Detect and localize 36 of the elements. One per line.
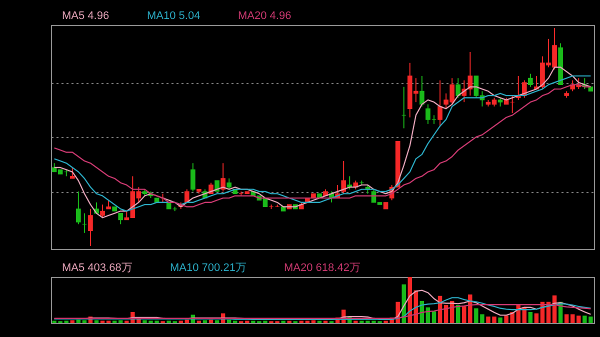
candlestick — [220, 162, 226, 192]
text: MA5 403.68万 — [62, 262, 132, 274]
bar — [570, 314, 575, 323]
candlestick — [100, 204, 105, 218]
text: MA5 4.96 — [62, 10, 110, 22]
bar — [82, 320, 87, 323]
candlestick — [70, 167, 75, 179]
bar — [432, 312, 436, 323]
candlestick — [468, 51, 473, 96]
candlestick — [184, 188, 190, 203]
bar — [498, 317, 502, 323]
candlestick — [226, 178, 232, 190]
bar — [311, 320, 316, 323]
bar — [70, 320, 75, 323]
bar — [576, 316, 581, 323]
text: MA10 700.21万 — [170, 262, 246, 274]
candlestick — [76, 191, 81, 225]
bar — [528, 312, 533, 323]
text: MA20 4.96 — [238, 10, 292, 22]
bar — [214, 320, 220, 323]
candlestick — [118, 212, 124, 225]
bar — [564, 314, 569, 323]
candlestick — [88, 208, 93, 246]
candlestick — [420, 75, 424, 107]
candlestick — [456, 78, 461, 98]
bar — [118, 320, 123, 323]
bar — [462, 306, 466, 323]
bar — [534, 313, 539, 323]
candlestick — [438, 80, 442, 127]
text: MA20 618.42万 — [284, 262, 360, 274]
candlestick — [341, 160, 346, 194]
bar — [94, 320, 99, 323]
candlestick — [190, 162, 196, 192]
bar — [202, 320, 208, 323]
candlestick — [528, 73, 533, 88]
text: MA10 5.04 — [147, 10, 200, 22]
